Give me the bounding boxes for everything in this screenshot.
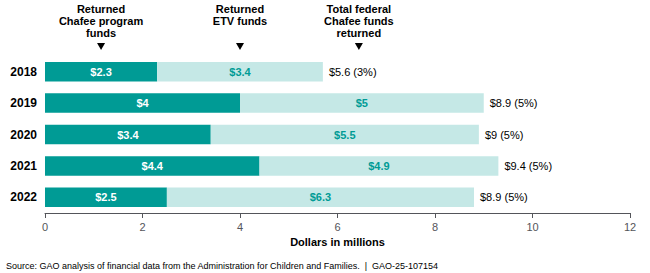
svg-text:Total federal: Total federal	[327, 3, 392, 15]
svg-text:2019: 2019	[10, 96, 37, 110]
svg-text:2018: 2018	[10, 65, 37, 79]
svg-text:$2.3: $2.3	[90, 66, 111, 78]
svg-text:0: 0	[42, 221, 48, 233]
svg-text:Returned: Returned	[77, 3, 125, 15]
svg-text:returned: returned	[337, 27, 382, 39]
svg-text:6: 6	[334, 221, 340, 233]
svg-text:2: 2	[139, 221, 145, 233]
svg-text:2021: 2021	[10, 159, 37, 173]
svg-text:$5.6 (3%): $5.6 (3%)	[329, 66, 377, 78]
svg-text:$3.4: $3.4	[117, 129, 139, 141]
svg-text:Chafee program: Chafee program	[59, 15, 144, 27]
svg-text:$8.9 (5%): $8.9 (5%)	[490, 97, 538, 109]
svg-text:funds: funds	[86, 27, 116, 39]
svg-text:$6.3: $6.3	[310, 191, 331, 203]
svg-text:$5: $5	[356, 97, 368, 109]
svg-text:$5.5: $5.5	[334, 129, 355, 141]
svg-text:$4: $4	[136, 97, 149, 109]
svg-text:Dollars in millions: Dollars in millions	[290, 236, 385, 248]
svg-text:10: 10	[526, 221, 538, 233]
svg-text:ETV funds: ETV funds	[213, 15, 267, 27]
svg-text:Returned: Returned	[216, 3, 264, 15]
svg-text:Source: GAO analysis of financ: Source: GAO analysis of financial data f…	[6, 261, 438, 271]
svg-text:2020: 2020	[10, 128, 37, 142]
svg-text:$4.9: $4.9	[368, 160, 389, 172]
svg-text:12: 12	[624, 221, 636, 233]
svg-text:4: 4	[237, 221, 243, 233]
svg-text:$9.4 (5%): $9.4 (5%)	[504, 160, 552, 172]
svg-text:$2.5: $2.5	[95, 191, 116, 203]
svg-text:$4.4: $4.4	[142, 160, 164, 172]
svg-text:Chafee funds: Chafee funds	[324, 15, 394, 27]
svg-text:$3.4: $3.4	[229, 66, 251, 78]
svg-text:$9 (5%): $9 (5%)	[485, 129, 524, 141]
svg-text:8: 8	[432, 221, 438, 233]
svg-text:$8.9 (5%): $8.9 (5%)	[480, 191, 528, 203]
svg-text:2022: 2022	[10, 190, 37, 204]
